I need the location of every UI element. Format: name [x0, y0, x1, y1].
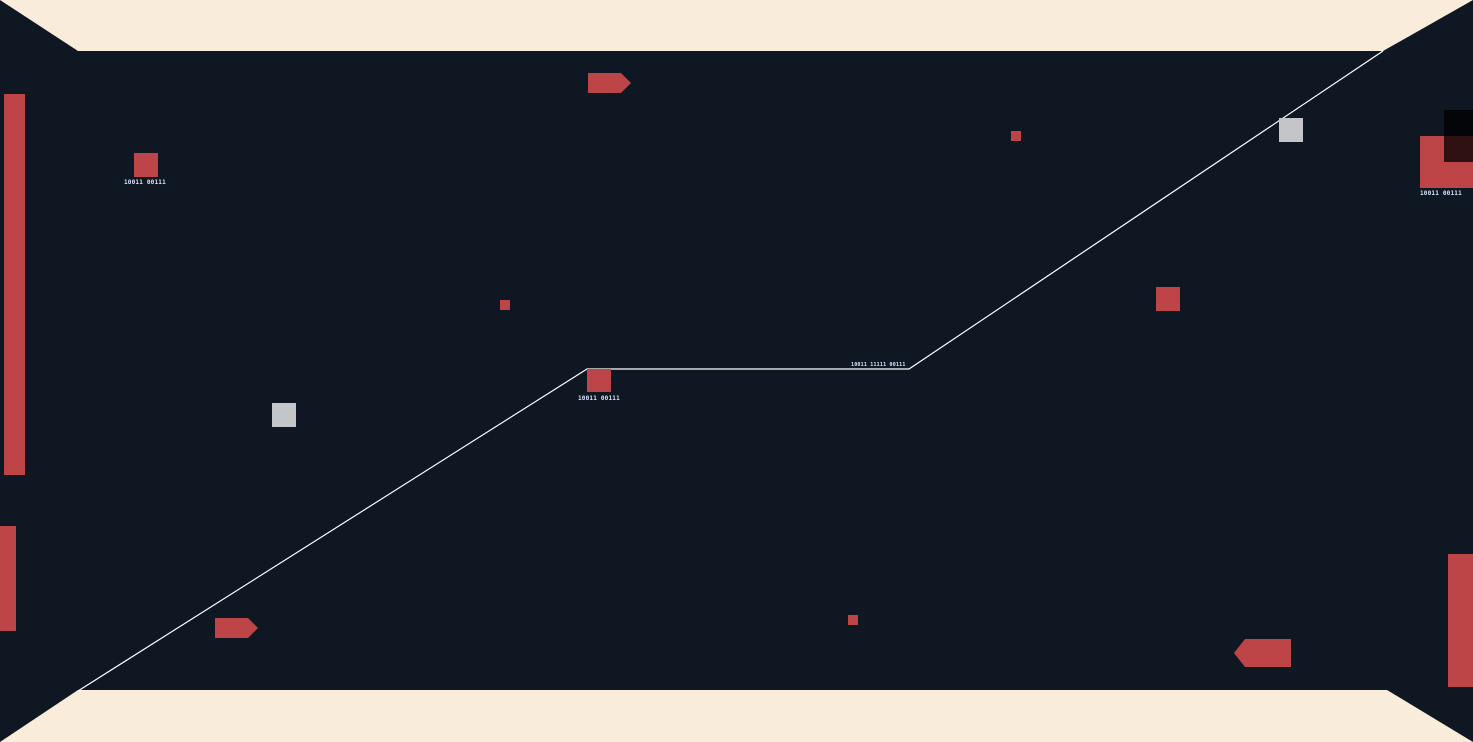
- ship-bottom-left: [215, 618, 258, 638]
- left-paddle-lower: [0, 526, 16, 631]
- track-path: [77, 50, 1384, 692]
- track-bend-tag: 10011 11111 00111: [851, 362, 906, 368]
- pickup-right: [1279, 118, 1303, 142]
- top-wall: [0, 0, 1473, 51]
- pickup-left: [272, 403, 296, 427]
- dot-top-right: [1011, 131, 1021, 141]
- block-top-left: [134, 153, 158, 177]
- block-right: [1156, 287, 1180, 311]
- dot-middle-left: [500, 300, 510, 310]
- right-paddle: [1448, 554, 1473, 687]
- block-right-edge-tag: 10011 00111: [1420, 190, 1462, 197]
- block-top-left-tag: 10011 00111: [124, 179, 166, 186]
- ship-top: [588, 73, 631, 93]
- left-paddle-upper: [4, 94, 25, 475]
- bottom-wall: [0, 690, 1473, 742]
- ship-bottom-right: [1234, 639, 1291, 667]
- block-center-tag: 10011 00111: [578, 395, 620, 402]
- block-center: [587, 369, 611, 392]
- shade-overlay: [1444, 110, 1473, 162]
- dot-bottom: [848, 615, 858, 625]
